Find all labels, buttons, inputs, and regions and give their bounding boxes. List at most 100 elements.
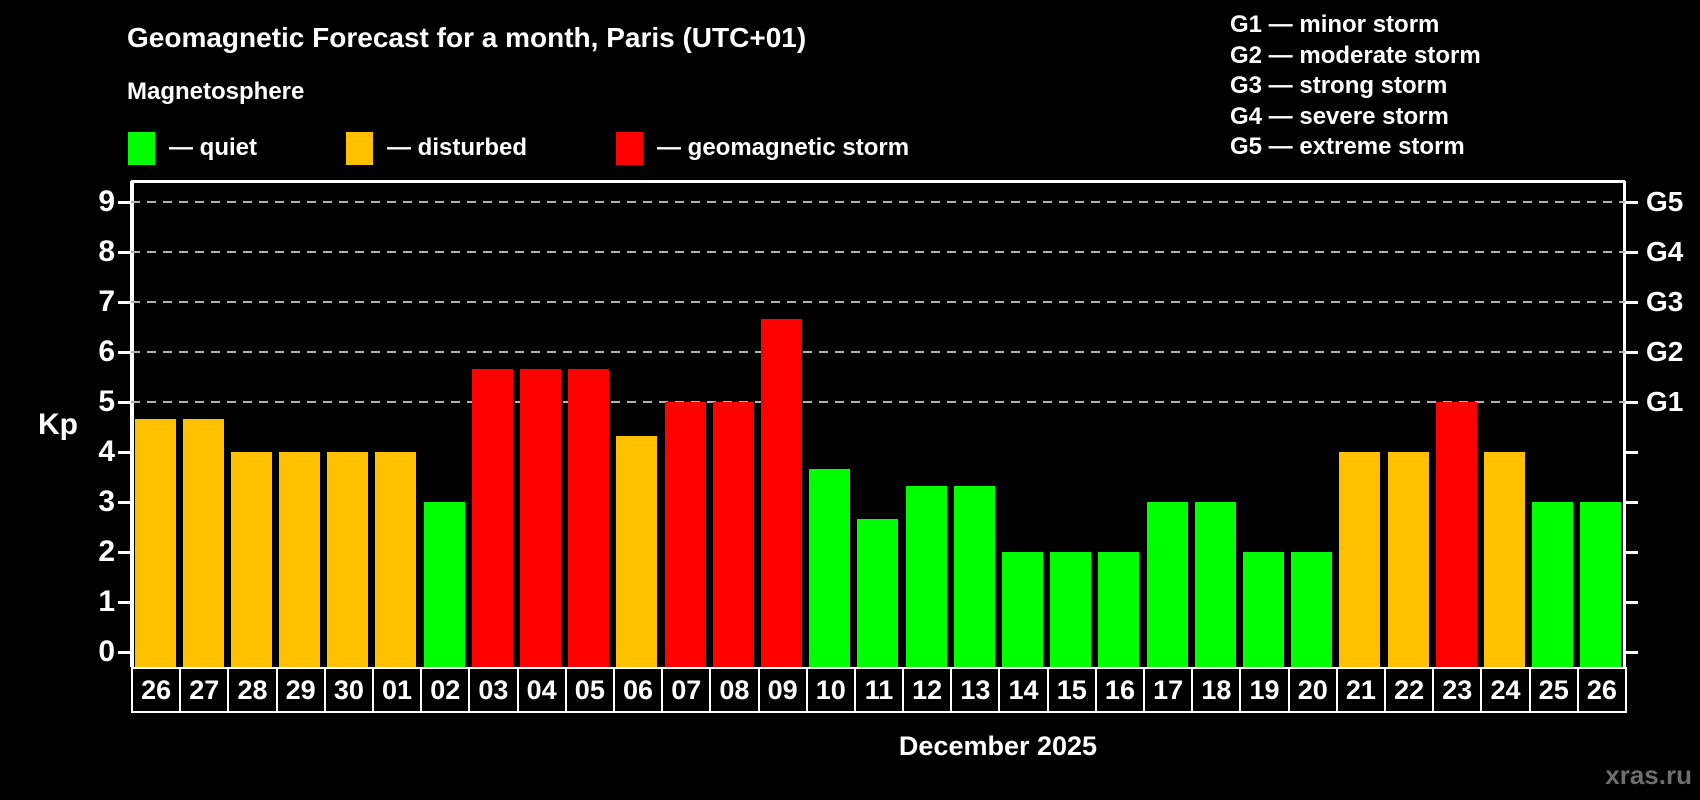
legend-label: — quiet [169,134,257,161]
left-tick-kp-2 [118,550,131,554]
left-tick-kp-4 [118,450,131,454]
right-axis-label-g3: G3 [1646,286,1684,317]
day-label-cell: 13 [950,667,1001,713]
kp-bar-day-22 [1387,452,1429,667]
kp-bar-day-11 [857,518,899,667]
right-tick-kp-7 [1625,300,1638,304]
kp-bar-day-27 [182,418,224,667]
right-axis-label-g5: G5 [1646,186,1684,217]
day-label-cell: 27 [179,667,230,713]
day-label-cell: 25 [1528,667,1579,713]
kp-bar-day-03 [471,368,513,667]
right-axis-label-g4: G4 [1646,236,1684,267]
month-label: December 2025 [898,731,1098,761]
kp-bar-day-02 [423,502,465,667]
right-tick-kp-1 [1625,600,1638,604]
left-tick-kp-0 [118,650,131,654]
legend-item-storm: — geomagnetic storm [616,131,909,165]
plot-top-border [131,180,1625,183]
right-axis-line [1623,181,1626,667]
day-label-cell: 12 [902,667,953,713]
right-tick-kp-2 [1625,550,1638,554]
day-label-cell: 29 [275,667,326,713]
left-tick-kp-5 [118,400,131,404]
day-label-cell: 21 [1335,667,1387,713]
gridline-kp-8 [131,251,1625,253]
storm-scale-item-g2: G2 — moderate storm [1230,41,1481,69]
storm-scale-item-g5: G5 — extreme storm [1230,133,1465,161]
kp-bar-day-14 [1001,552,1043,667]
day-label-cell: 14 [998,667,1049,713]
day-label-cell: 11 [853,667,905,713]
right-axis-label-g1: G1 [1646,386,1684,417]
kp-bar-day-04 [520,368,562,667]
kp-bar-day-26 [134,418,176,667]
kp-bar-day-28 [230,452,272,667]
kp-bar-day-08 [712,402,754,667]
day-label-cell: 20 [1287,667,1338,713]
storm-color-swatch [616,131,643,165]
legend-label: — geomagnetic storm [657,134,910,161]
day-label-cell: 28 [227,667,278,713]
right-tick-kp-0 [1625,650,1638,654]
y-axis-tick-label: 8 [98,235,115,268]
day-label-cell: 23 [1432,667,1483,713]
page-title: Geomagnetic Forecast for a month, Paris … [127,22,807,53]
day-label-cell: 30 [323,667,374,713]
day-label-cell: 04 [516,667,567,713]
storm-scale-item-g4: G4 — severe storm [1230,102,1449,130]
legend-item-quiet: — quiet [128,131,257,165]
right-tick-kp-5 [1625,400,1638,404]
day-label-cell: 10 [805,667,856,713]
kp-bar-day-13 [953,485,995,667]
gridline-kp-9 [131,201,1625,203]
left-tick-kp-6 [118,350,131,354]
day-label-cell: 19 [1239,667,1290,713]
kp-bar-day-26 [1580,502,1622,667]
day-label-cell: 24 [1480,667,1531,713]
kp-bar-day-15 [1050,552,1092,667]
left-tick-kp-7 [118,300,131,304]
storm-scale-legend: G1 — minor storm G2 — moderate storm G3 … [1230,10,1481,163]
day-label-cell: 02 [420,667,471,713]
gridline-kp-6 [131,351,1625,353]
left-tick-kp-3 [118,500,131,504]
gridline-kp-7 [131,301,1625,303]
kp-bar-day-16 [1098,552,1140,667]
kp-bar-day-25 [1532,502,1574,667]
right-tick-kp-9 [1625,200,1638,204]
left-tick-kp-1 [118,600,131,604]
kp-bar-day-24 [1483,452,1525,667]
day-label-cell: 15 [1046,667,1097,713]
chart-subtitle: Magnetosphere [127,78,305,105]
quiet-color-swatch [128,131,155,165]
day-label-cell: 05 [564,667,615,713]
kp-bar-day-17 [1146,502,1188,667]
day-label-cell: 07 [661,667,712,713]
kp-bar-day-30 [327,452,369,667]
y-axis-tick-label: 6 [98,335,115,368]
kp-bar-day-07 [664,402,706,667]
y-axis-tick-label: 4 [98,435,115,468]
legend-label: — disturbed [387,134,528,161]
right-tick-kp-8 [1625,250,1638,254]
day-label-cell: 26 [1576,667,1627,713]
y-axis-tick-label: 9 [98,185,115,218]
day-label-cell: 01 [371,667,423,713]
right-tick-kp-3 [1625,500,1638,504]
kp-bar-day-10 [809,468,851,667]
day-label-row: 26 27 28 29 30 01 02 03 04 05 06 07 08 09 10 11 12 13 14 15… [131,667,1627,713]
right-axis-label-g2: G2 [1646,336,1684,367]
kp-bar-day-12 [905,485,947,667]
storm-scale-item-g1: G1 — minor storm [1230,11,1440,38]
day-label-cell: 22 [1384,667,1435,713]
kp-bar-day-06 [616,435,658,667]
right-tick-kp-6 [1625,350,1638,354]
day-label-cell: 06 [612,667,664,713]
legend-item-disturbed: — disturbed [346,131,527,165]
right-tick-kp-4 [1625,450,1638,454]
kp-bar-day-21 [1339,452,1381,667]
kp-bar-day-20 [1291,552,1333,667]
day-label-cell: 09 [757,667,808,713]
